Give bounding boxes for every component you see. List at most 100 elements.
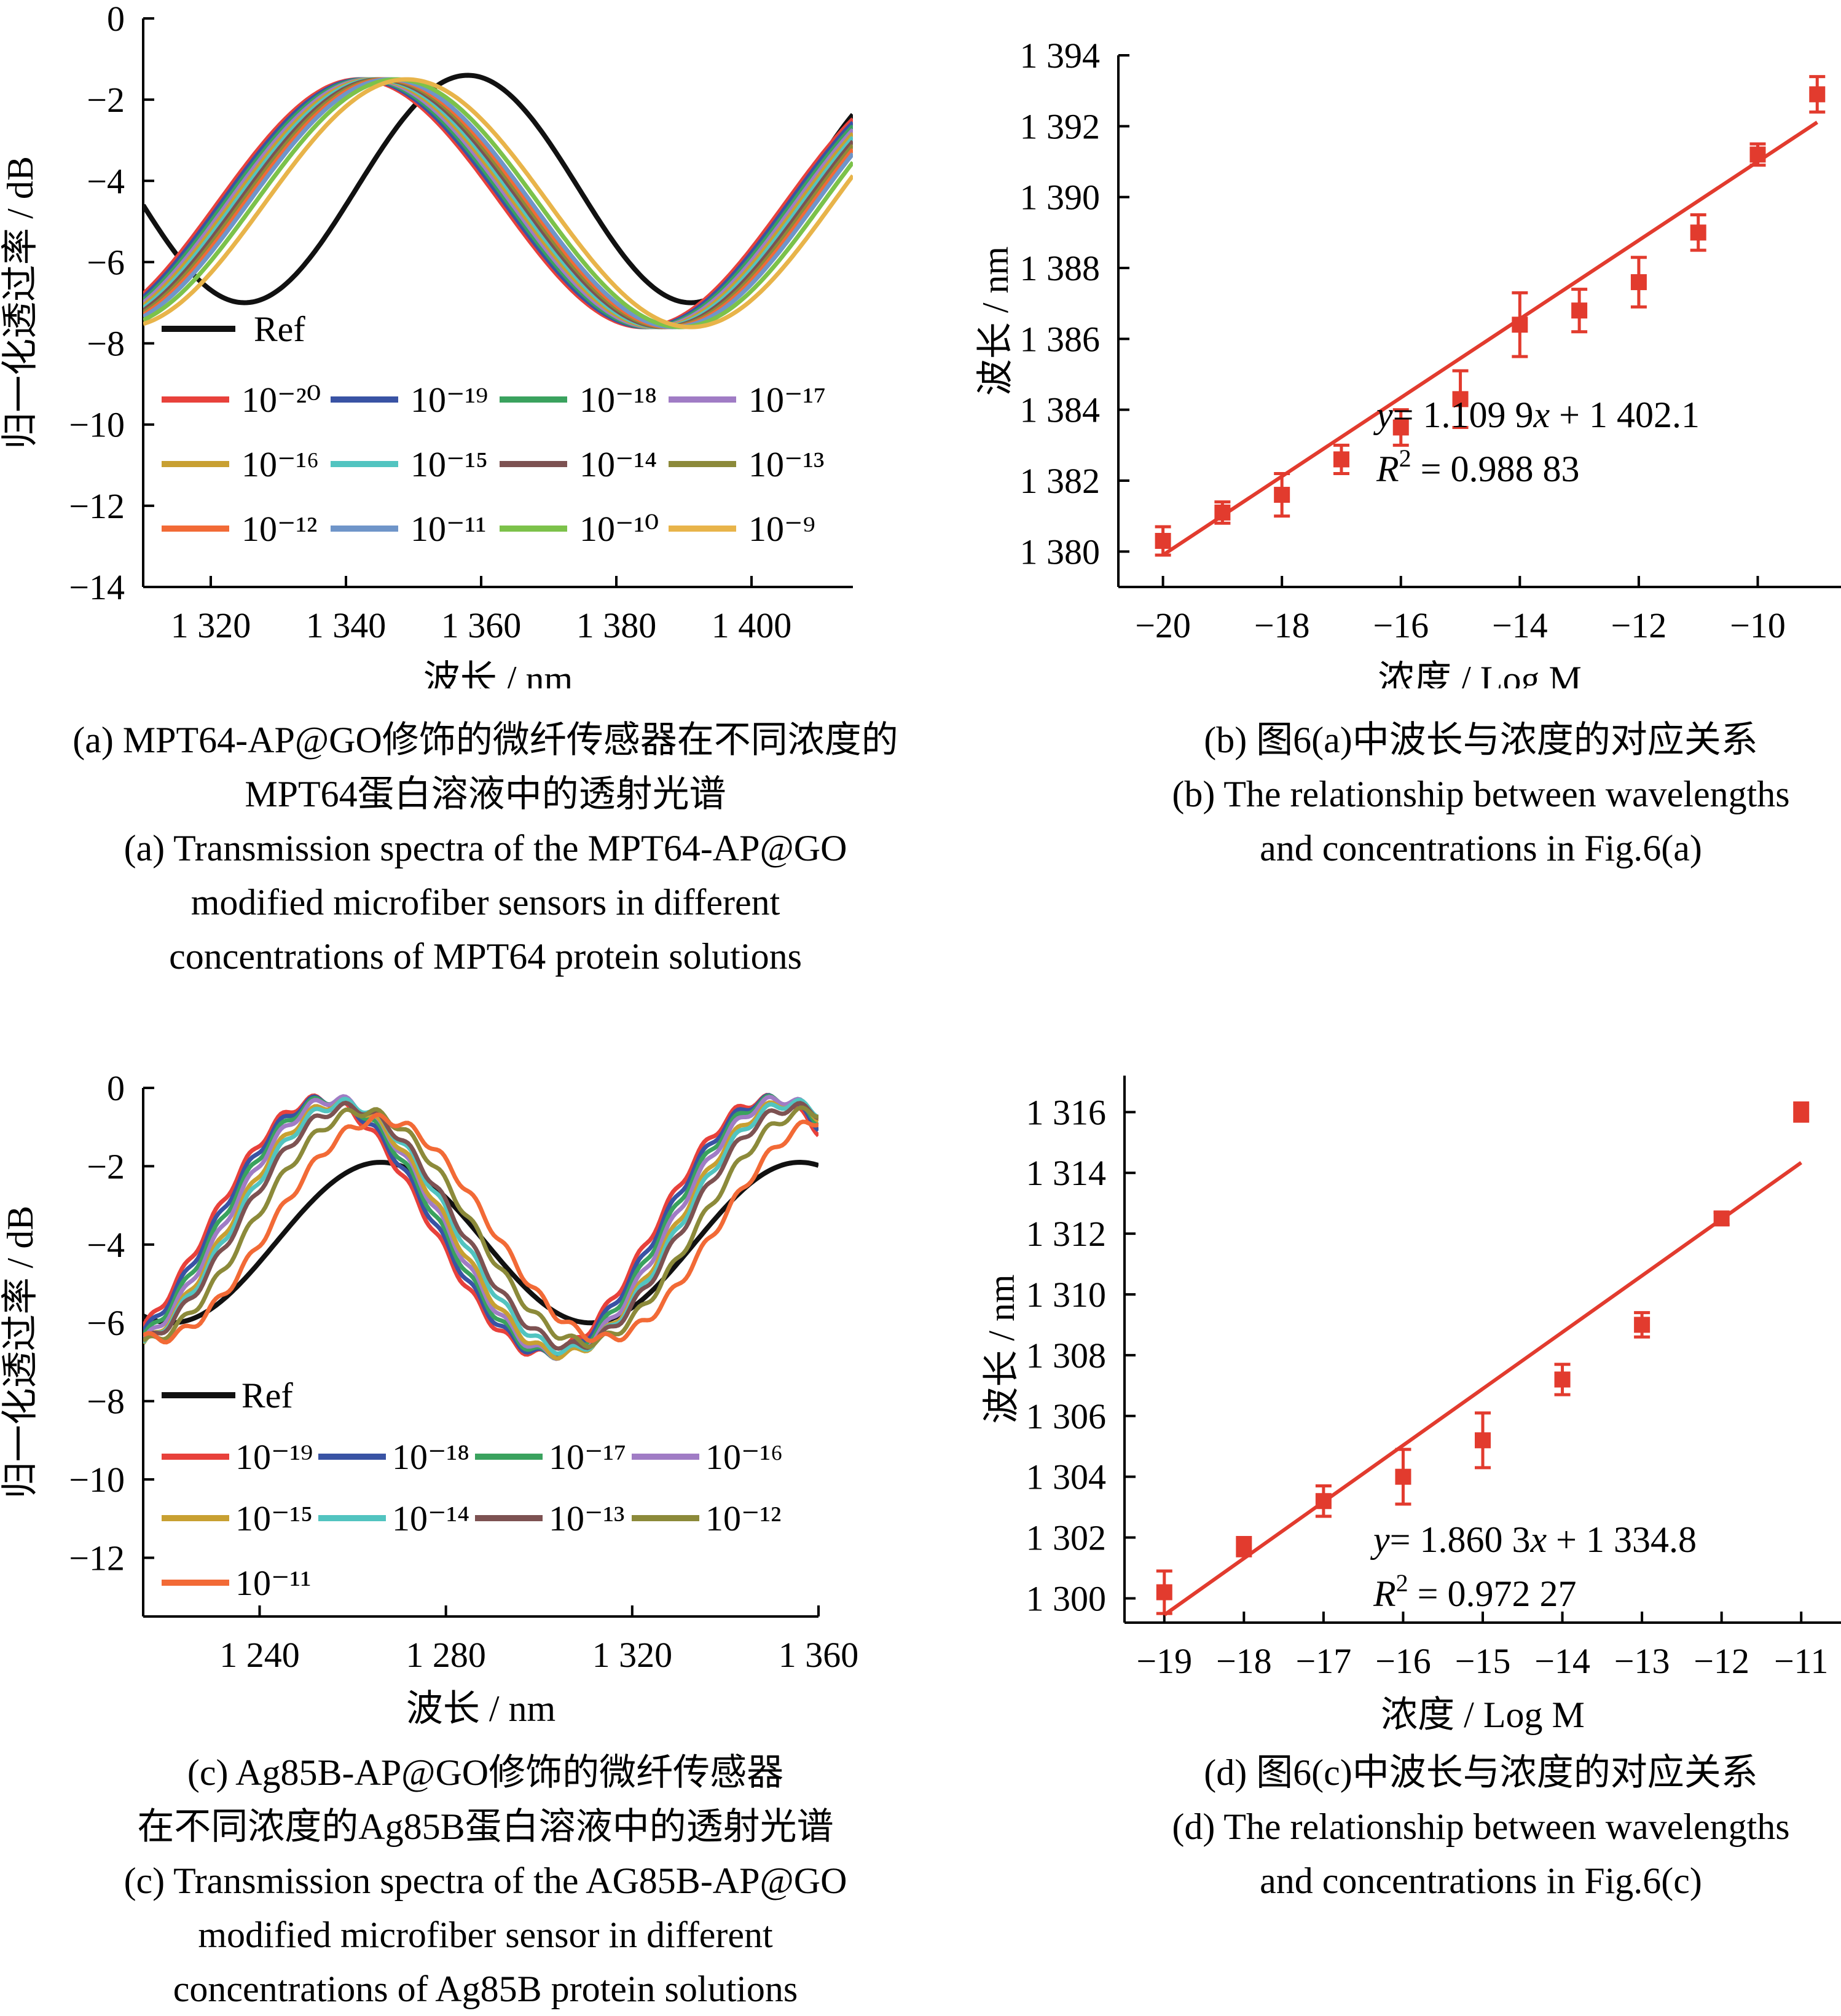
series-line xyxy=(143,1097,818,1356)
x-tick-label: −13 xyxy=(1614,1641,1670,1681)
series-line xyxy=(143,1093,818,1360)
series-line xyxy=(143,77,853,329)
data-point xyxy=(1690,224,1706,241)
x-tick-label: 1 320 xyxy=(592,1635,673,1675)
legend-label: 10⁻¹⁶ xyxy=(705,1437,783,1477)
data-point xyxy=(1793,1104,1810,1120)
data-point xyxy=(1512,317,1528,333)
data-point xyxy=(1554,1371,1571,1388)
y-tick-label: 1 386 xyxy=(1020,319,1101,359)
legend-label: 10⁻¹⁷ xyxy=(748,380,826,420)
x-tick-label: 1 340 xyxy=(306,605,387,645)
legend-label: Ref xyxy=(241,1376,293,1416)
fit-r2: R2 = 0.988 83 xyxy=(1376,444,1580,489)
y-axis-label: 波长 / nm xyxy=(981,1274,1022,1423)
x-tick-label: −14 xyxy=(1492,605,1548,645)
data-point xyxy=(1274,487,1290,503)
series-line xyxy=(143,77,853,329)
series-line xyxy=(143,77,853,329)
y-tick-label: 1 392 xyxy=(1020,106,1101,146)
equation-y: y xyxy=(1370,1519,1390,1560)
fit-line xyxy=(1163,1161,1802,1616)
legend-label: 10⁻¹⁸ xyxy=(392,1437,469,1477)
chart-c: 1 240 1 280 1 320 1 360 0 −2 −4 −6 −8 −10 −12 波长 / … xyxy=(0,1068,858,1729)
x-tick-label: −18 xyxy=(1254,605,1310,645)
x-tick-label: −12 xyxy=(1611,605,1667,645)
series-line xyxy=(143,1093,818,1361)
y-tick-label: −12 xyxy=(69,1538,125,1578)
data-point xyxy=(1333,451,1349,468)
y-tick-label: 1 302 xyxy=(1026,1518,1107,1558)
x-tick-label: −11 xyxy=(1774,1641,1829,1681)
equation-intercept: + 1 334.8 xyxy=(1547,1519,1697,1560)
legend-label: 10⁻¹² xyxy=(241,509,317,549)
legend-label: 10⁻¹⁶ xyxy=(241,444,319,484)
caption-a-line: concentrations of MPT64 protein solution… xyxy=(169,936,802,977)
y-tick-label: 0 xyxy=(107,1068,125,1108)
r2-exponent: 2 xyxy=(1399,444,1411,472)
caption-c-line: modified microfiber sensor in different xyxy=(198,1915,773,1955)
fit-r2: R2 = 0.972 27 xyxy=(1373,1569,1577,1614)
fit-equation: y= 1.860 3x + 1 334.8 xyxy=(1370,1519,1697,1560)
legend-label: 10⁻²⁰ xyxy=(241,380,321,420)
x-tick-label: −10 xyxy=(1730,605,1786,645)
x-tick-label: −19 xyxy=(1136,1641,1192,1681)
caption-c-line: (c) Ag85B-AP@GO修饰的微纤传感器 xyxy=(187,1752,784,1793)
y-tick-label: 1 390 xyxy=(1020,178,1101,218)
y-axis-label: 波长 / nm xyxy=(975,246,1016,396)
equation-y: y xyxy=(1373,395,1393,435)
legend-label: 10⁻¹¹ xyxy=(235,1563,311,1603)
data-point xyxy=(1630,274,1647,291)
y-tick-label: 1 310 xyxy=(1026,1275,1107,1315)
x-axis-label: 浓度 / Log M xyxy=(1378,659,1582,688)
x-tick-label: −14 xyxy=(1534,1641,1590,1681)
x-tick-label: −18 xyxy=(1216,1641,1272,1681)
equation-coef: = 1.109 9 xyxy=(1393,395,1534,435)
legend-label: 10⁻¹⁵ xyxy=(410,444,488,484)
series-line xyxy=(143,1105,818,1349)
legend-label: 10⁻¹¹ xyxy=(410,509,486,549)
legend-label: 10⁻¹⁰ xyxy=(579,509,659,549)
caption-d: (d) 图6(c)中波长与浓度的对应关系 (d) The relationshi… xyxy=(1020,1746,1841,1908)
legend-label: 10⁻¹⁴ xyxy=(392,1498,469,1538)
y-tick-label: −12 xyxy=(69,486,125,526)
series-line xyxy=(143,77,853,329)
caption-a: (a) MPT64-AP@GO修饰的微纤传感器在不同浓度的 MPT64蛋白溶液中… xyxy=(25,713,946,983)
x-tick-label: 1 280 xyxy=(406,1635,486,1675)
data-point xyxy=(1452,391,1469,408)
chart-a: 1 320 1 340 1 360 1 380 1 400 0 −2 −4 −6 −8 −10 −12… xyxy=(0,0,853,688)
legend-label: 10⁻¹³ xyxy=(748,444,824,484)
series-line xyxy=(143,77,853,329)
series-line xyxy=(143,77,853,329)
caption-d-line: (d) 图6(c)中波长与浓度的对应关系 xyxy=(1204,1752,1758,1793)
caption-a-line: (a) Transmission spectra of the MPT64-AP… xyxy=(124,828,847,868)
fit-equation: y= 1.109 9x + 1 402.1 xyxy=(1373,395,1700,435)
y-tick-label: −2 xyxy=(87,80,125,120)
caption-b-line: (b) The relationship between wavelengths xyxy=(1172,774,1790,814)
y-tick-label: −4 xyxy=(87,161,125,201)
data-point xyxy=(1809,86,1826,103)
series-line xyxy=(143,77,853,329)
y-tick-label: −6 xyxy=(87,242,125,282)
y-tick-label: 1 312 xyxy=(1026,1214,1107,1254)
series-line xyxy=(143,77,853,329)
caption-c-line: concentrations of Ag85B protein solution… xyxy=(173,1969,798,2009)
equation-x: x xyxy=(1533,395,1550,435)
legend-label: 10⁻¹⁴ xyxy=(579,444,657,484)
y-tick-label: 1 308 xyxy=(1026,1336,1107,1376)
y-tick-label: 1 394 xyxy=(1020,36,1101,76)
data-point xyxy=(1571,302,1588,319)
r2-value: = 0.972 27 xyxy=(1408,1573,1577,1614)
legend-label: 10⁻¹⁷ xyxy=(549,1437,626,1477)
legend-label: 10⁻¹⁸ xyxy=(579,380,657,420)
data-point xyxy=(1315,1493,1332,1510)
caption-d-line: (d) The relationship between wavelengths xyxy=(1172,1806,1790,1847)
spectra-group xyxy=(143,1093,818,1361)
y-tick-label: 1 300 xyxy=(1026,1578,1107,1618)
series-line xyxy=(143,1112,818,1345)
y-axis-label: 归一化透过率 / dB xyxy=(0,156,41,449)
y-tick-label: −6 xyxy=(87,1303,125,1343)
series-line xyxy=(143,1100,818,1351)
y-tick-label: −14 xyxy=(69,567,125,607)
y-tick-label: 1 380 xyxy=(1020,532,1101,572)
